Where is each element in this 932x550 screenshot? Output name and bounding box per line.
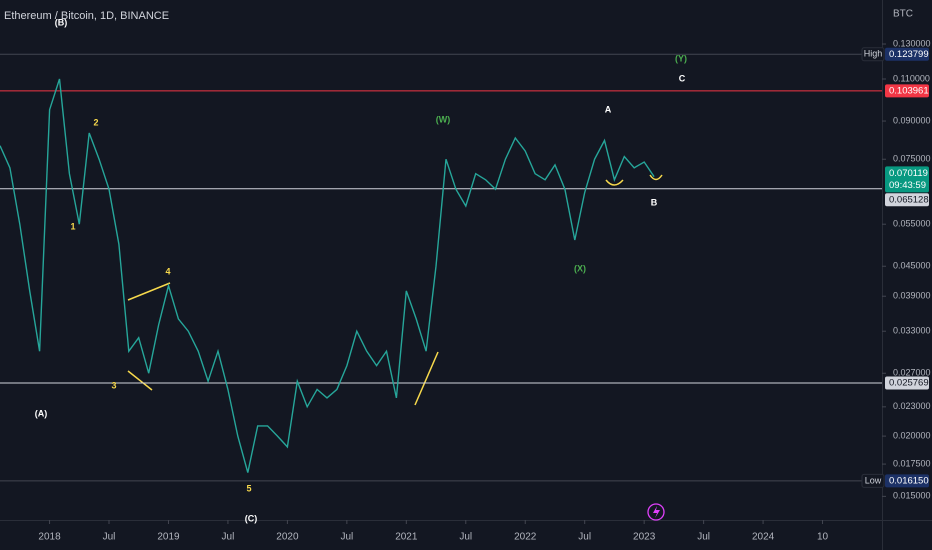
x-tick-label: 2020 [276,532,299,543]
wave-label: 2 [93,117,98,127]
arc [649,174,663,181]
price-tag [885,193,929,207]
wave-label: (X) [574,263,586,273]
alert-icon[interactable] [647,503,665,521]
y-tick-label: 0.015000 [893,491,931,501]
price-tag-label: 0.123799 [889,49,929,60]
price-tag [885,474,929,488]
wave-label: 5 [246,483,251,493]
countdown: 09:43:59 [889,180,926,191]
y-tick-label: 0.039000 [893,291,931,301]
y-tick-label: 0.090000 [893,115,931,125]
wave-label: C [679,73,686,83]
y-tick-label: 0.130000 [893,38,931,48]
price-tag-name: High [864,49,883,59]
price-tag-label: 0.103961 [889,85,929,96]
y-tick-label: 0.110000 [893,73,930,83]
x-tick-label: Jul [459,532,472,543]
wave-label: (W) [436,114,451,124]
wave-label: 1 [70,221,75,231]
price-tag [885,47,929,61]
y-tick-label: 0.033000 [893,326,931,336]
wave-label: 3 [111,380,116,390]
price-tag [885,166,929,193]
x-tick-label: Jul [222,532,235,543]
y-tick-label: 0.017500 [893,458,931,468]
price-tag-name: Low [865,475,882,485]
price-tag-name-box [861,47,885,62]
y-tick-label: 0.027000 [893,368,931,378]
y-tick-label: 0.020000 [893,430,931,440]
wave-label: 4 [165,266,170,276]
price-tag-name-box [861,473,885,488]
price-tag-label: 0.070119 [889,168,928,179]
y-tick-label: 0.045000 [893,261,931,271]
x-tick-label: 2022 [514,532,537,543]
price-tag-label: 0.016150 [889,475,929,486]
trend-line [414,351,439,406]
currency-label: BTC [893,9,913,20]
wave-label: A [605,104,612,114]
x-tick-label: Jul [697,532,710,543]
x-tick-label: Jul [578,532,591,543]
x-tick-label: 2024 [752,532,775,543]
wave-label: (B) [55,17,68,27]
arc [605,179,624,186]
alert-icon-bolt [653,506,660,518]
price-tag [885,376,929,390]
y-tick-label: 0.023000 [893,401,931,411]
wave-label: (Y) [675,53,687,63]
price-tag-label: 0.065128 [889,194,929,205]
wave-label: (C) [245,513,258,523]
wave-label: B [651,197,658,207]
trend-line [127,282,171,301]
wave-label: (A) [35,408,48,418]
x-tick-label: Jul [103,532,116,543]
x-tick-label: 2018 [38,532,61,543]
x-tick-label: 2021 [395,532,418,543]
drawings [127,174,663,406]
y-tick-label: 0.055000 [893,219,931,229]
price-tag [885,84,929,98]
price-series [0,78,655,473]
price-tag-label: 0.025769 [889,378,929,389]
x-tick-label: 2019 [157,532,180,543]
x-tick-label: Jul [340,532,353,543]
x-tick-label: 10 [817,532,829,543]
x-tick-label: 2023 [633,532,656,543]
chart-title: Ethereum / Bitcoin, 1D, BINANCE [4,10,169,22]
y-tick-label: 0.075000 [893,154,931,164]
trend-line [127,370,153,391]
